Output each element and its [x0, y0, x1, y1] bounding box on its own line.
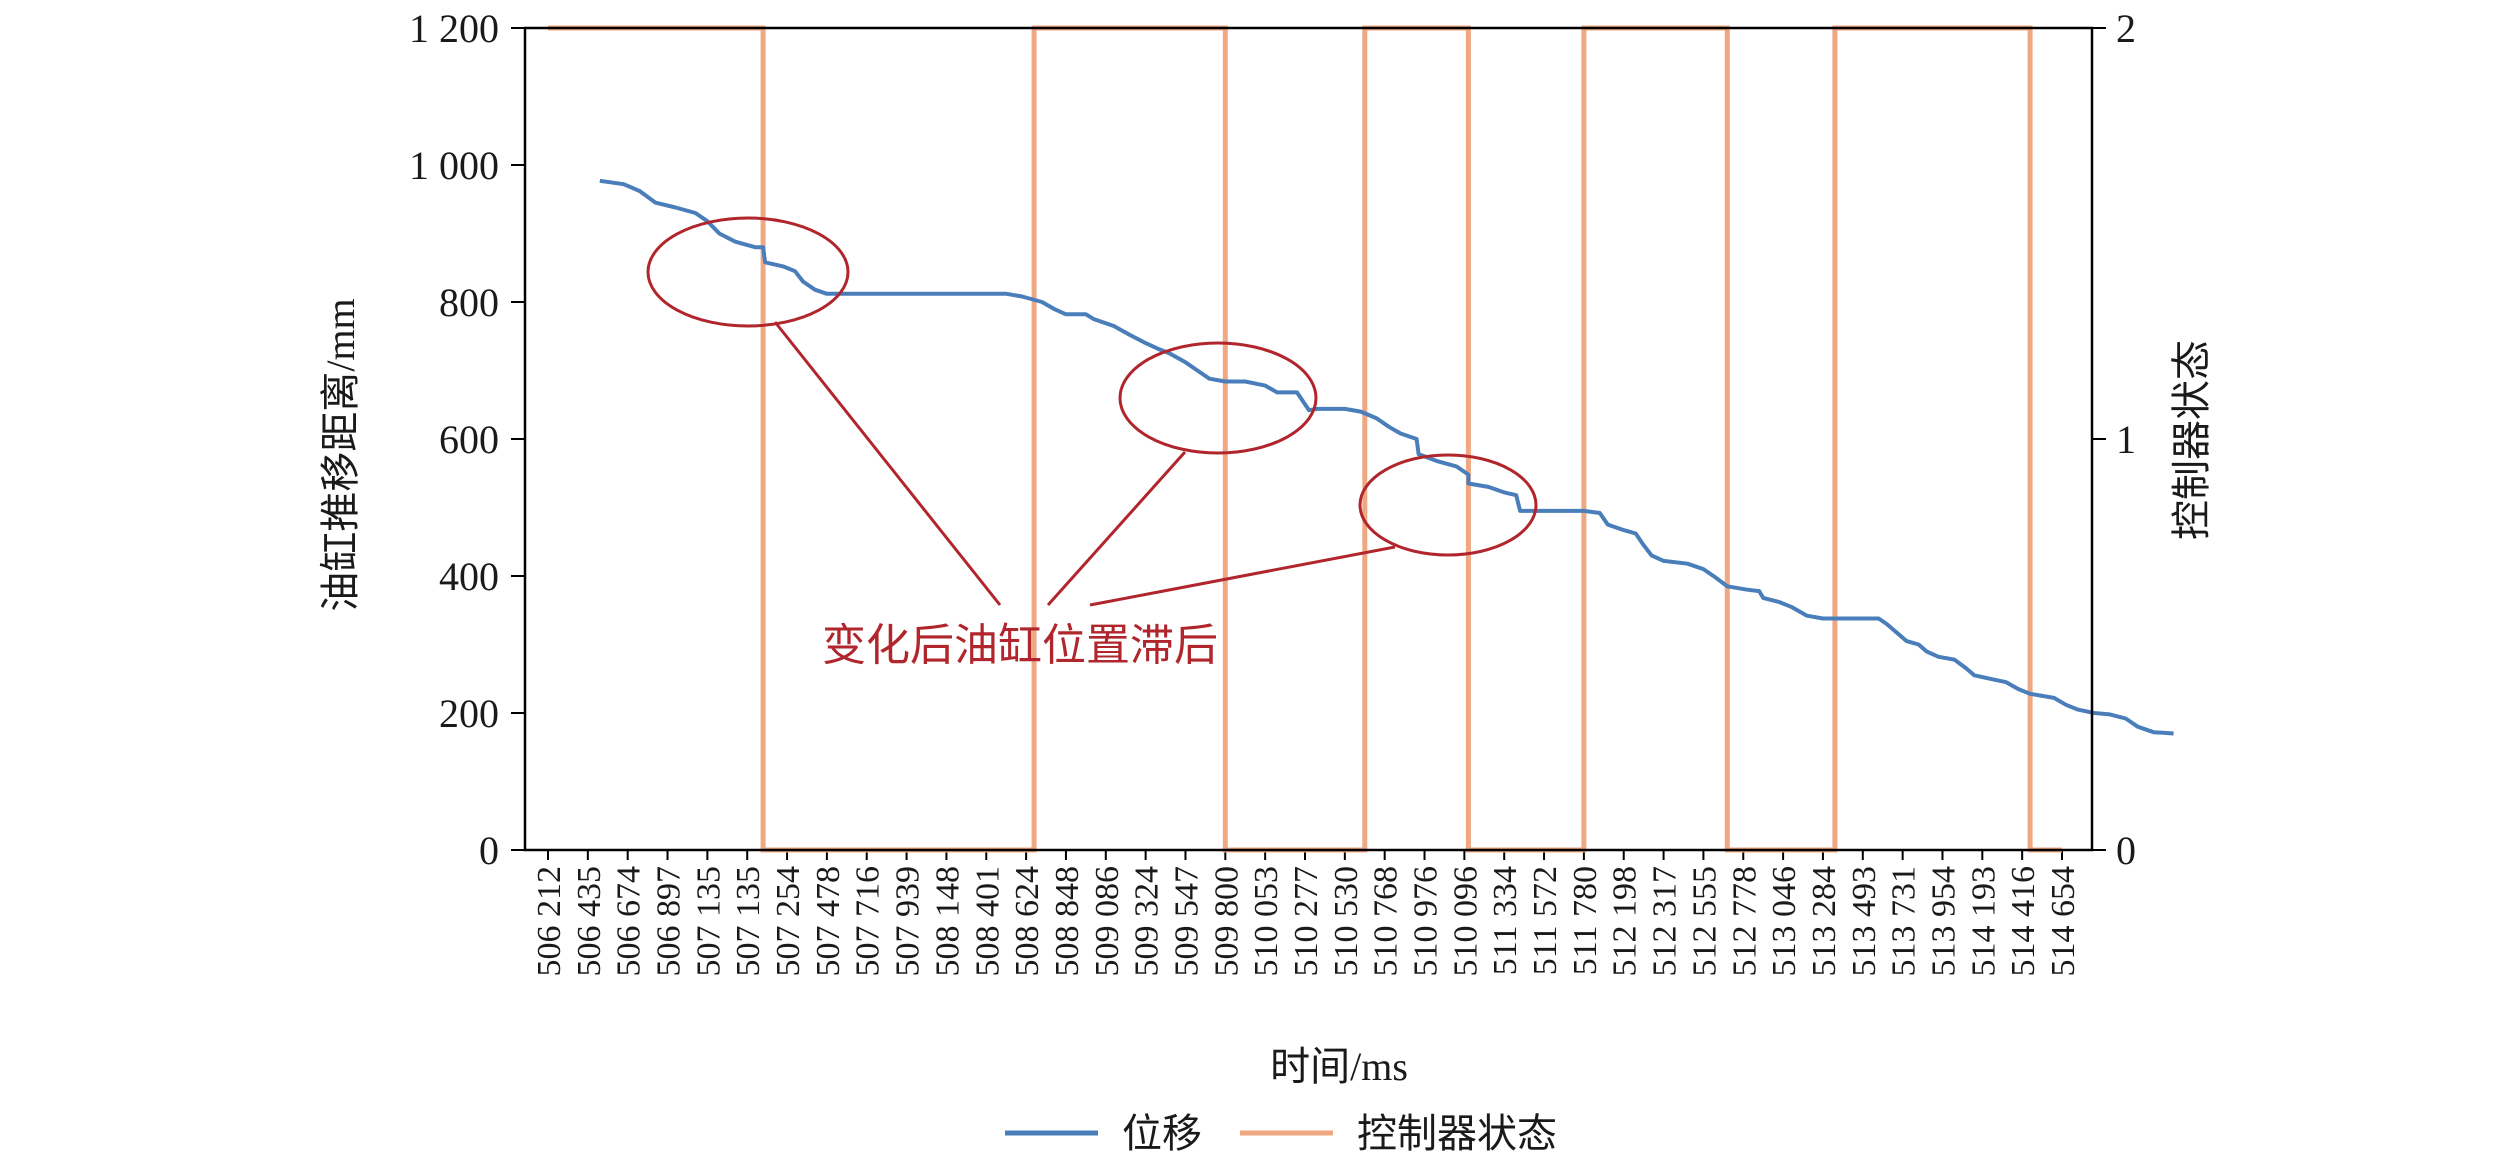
- annotation-circle-3: [1358, 453, 1538, 557]
- x-tick-label: 510 768: [1368, 866, 1405, 977]
- y2-axis-ticks: 0 1 2: [2092, 6, 2136, 873]
- x-tick-label: 512 198: [1607, 866, 1644, 977]
- y-tick-label: 800: [439, 280, 499, 325]
- x-tick-label: 511 334: [1487, 866, 1524, 975]
- y-tick-label: 1 200: [409, 6, 499, 51]
- x-axis-title: 时间/ms: [1270, 1044, 1408, 1089]
- x-tick-label: 506 897: [651, 866, 688, 977]
- y-axis-ticks: 0 200 400 600 800 1 000 1 200: [409, 6, 525, 873]
- plot-frame: [523, 26, 2094, 852]
- annotation-lag: 变化后油缸位置滞后: [646, 216, 1538, 670]
- x-tick-label: 514 416: [2005, 866, 2042, 977]
- x-tick-label: 507 254: [770, 866, 807, 977]
- x-tick-label: 514 654: [2045, 866, 2082, 977]
- x-tick-label: 507 135: [730, 866, 767, 977]
- x-tick-label: 510 096: [1447, 866, 1484, 977]
- annotation-leader-1: [773, 321, 1002, 606]
- x-tick-label: 512 555: [1686, 866, 1723, 977]
- series-controller-state-line: [548, 25, 2062, 853]
- y-tick-label: 600: [439, 417, 499, 462]
- x-tick-label: 513 731: [1886, 866, 1923, 977]
- x-tick-label: 509 800: [1208, 866, 1245, 977]
- x-tick-label: 506 435: [571, 866, 608, 977]
- x-tick-label: 513 954: [1925, 866, 1962, 977]
- x-tick-label: 506 212: [531, 866, 568, 977]
- x-tick-label: 507 135: [690, 866, 727, 977]
- annotation-circle-1: [646, 216, 850, 328]
- y-tick-label: 1 000: [409, 143, 499, 188]
- x-tick-label: 509 547: [1168, 866, 1205, 977]
- y2-axis-title: 控制器状态: [2169, 340, 2214, 540]
- y-tick-label: 0: [479, 828, 499, 873]
- x-tick-label: 508 148: [929, 866, 966, 977]
- x-tick-label: 510 053: [1248, 866, 1285, 977]
- y-tick-label: 400: [439, 554, 499, 599]
- legend: 位移 控制器状态: [1005, 1111, 1557, 1156]
- x-tick-label: 512 778: [1726, 866, 1763, 977]
- y2-tick-label: 0: [2116, 828, 2136, 873]
- legend-label-displacement: 位移: [1122, 1111, 1202, 1156]
- x-tick-label: 511 572: [1527, 866, 1564, 975]
- x-tick-label: 513 284: [1806, 866, 1843, 977]
- x-tick-label: 514 193: [1965, 866, 2002, 977]
- x-tick-label: 510 976: [1408, 866, 1445, 977]
- x-tick-label: 506 674: [611, 866, 648, 977]
- series-displacement-line: [599, 178, 2174, 736]
- x-tick-label: 508 624: [1009, 866, 1046, 977]
- x-tick-label: 509 324: [1129, 866, 1166, 977]
- annotation-circle-2: [1118, 341, 1318, 455]
- x-tick-label: 513 046: [1766, 866, 1803, 977]
- x-tick-label: 508 401: [969, 866, 1006, 977]
- x-tick-label: 507 939: [890, 866, 927, 977]
- x-tick-label: 513 493: [1846, 866, 1883, 977]
- x-tick-label: 509 086: [1089, 866, 1126, 977]
- x-tick-label: 511 780: [1567, 866, 1604, 975]
- annotation-text: 变化后油缸位置滞后: [822, 621, 1218, 670]
- x-tick-label: 508 848: [1049, 866, 1086, 977]
- plot-area: [523, 25, 2174, 853]
- y2-tick-label: 1: [2116, 417, 2136, 462]
- annotation-leader-3: [1089, 545, 1396, 607]
- y-tick-label: 200: [439, 691, 499, 736]
- x-tick-label: 512 317: [1647, 866, 1684, 977]
- legend-label-controller: 控制器状态: [1357, 1111, 1557, 1156]
- y2-tick-label: 2: [2116, 6, 2136, 51]
- x-tick-label: 510 530: [1328, 866, 1365, 977]
- x-tick-label: 510 277: [1288, 866, 1325, 977]
- x-tick-label: 507 716: [850, 866, 887, 977]
- x-axis-ticks: 506 212 506 435 506 674 506 897 507 135 507 1…: [531, 850, 2082, 977]
- x-tick-label: 507 478: [810, 866, 847, 977]
- annotation-leader-2: [1046, 450, 1187, 607]
- y-axis-title: 油缸推移距离/mm: [318, 298, 363, 611]
